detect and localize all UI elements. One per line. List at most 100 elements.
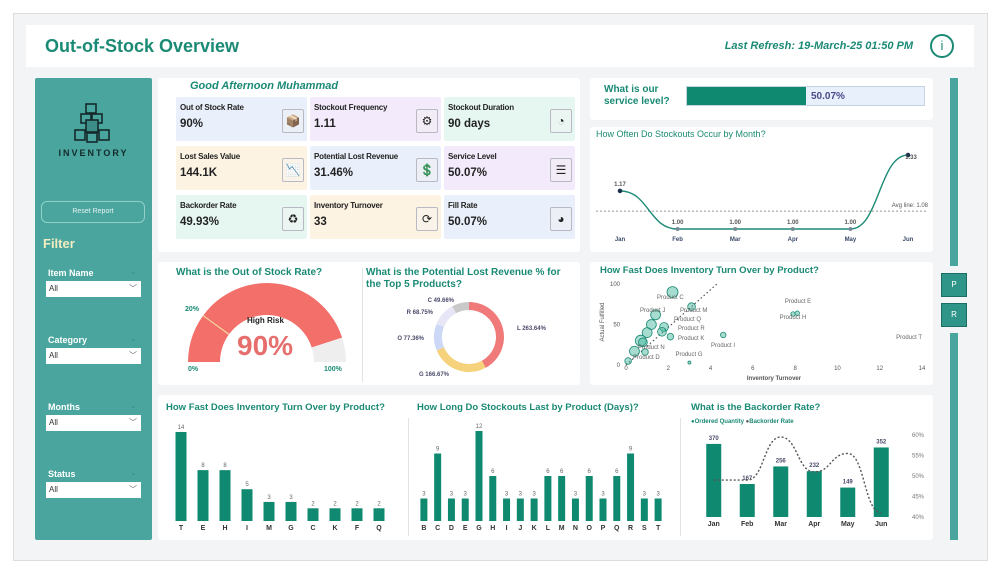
- kpi-label: Out of Stock Rate: [180, 103, 244, 112]
- line-point: [617, 188, 623, 194]
- scatter-point: [641, 348, 649, 356]
- bar: [175, 432, 187, 521]
- donut-label: G 166.67%: [419, 372, 450, 378]
- kpi-card[interactable]: Stockout Duration 90 days ◔: [444, 97, 575, 141]
- filter-value: All: [49, 351, 58, 360]
- x-tick-label: K: [532, 525, 537, 532]
- filter-status-select[interactable]: All ﹀: [46, 482, 141, 498]
- x-tick-label: S: [642, 525, 647, 532]
- gauge-min-label: 0%: [188, 366, 199, 373]
- bar-value-label: 8: [223, 463, 227, 469]
- logo-text: INVENTORY: [58, 148, 129, 158]
- sidebar: INVENTORY Reset Report Filter Item Name ⌄…: [35, 78, 152, 540]
- bar: [544, 476, 552, 521]
- kpi-card[interactable]: Potential Lost Revenue 31.46% 💲: [310, 146, 441, 190]
- bar-value-label: 2: [333, 501, 337, 507]
- x-tick-label: Feb: [672, 237, 683, 243]
- scatter-point: [624, 357, 632, 365]
- kpi-card[interactable]: Out of Stock Rate 90% 📦: [176, 97, 307, 141]
- chevron-down-icon: ﹀: [129, 418, 137, 427]
- kpi-value: 90 days: [448, 118, 491, 130]
- legend-backorder: Backorder Rate: [749, 419, 794, 425]
- scatter-title: How Fast Does Inventory Turn Over by Pro…: [600, 265, 819, 276]
- filter-category-select[interactable]: All ﹀: [46, 348, 141, 364]
- reset-report-button[interactable]: Reset Report: [41, 201, 145, 223]
- point-label: Product M: [680, 308, 707, 314]
- page-p-button[interactable]: P: [941, 273, 967, 297]
- kpi-card[interactable]: Service Level 50.07% ☰: [444, 146, 575, 190]
- bar: [475, 431, 483, 521]
- line-point: [790, 227, 795, 231]
- x-tick-label: Apr: [788, 237, 799, 243]
- x-tick-label: J: [518, 525, 522, 532]
- kpi-label: Lost Sales Value: [180, 152, 240, 161]
- kpi-label: Inventory Turnover: [314, 201, 383, 210]
- turnover-bar-title: How Fast Does Inventory Turn Over by Pro…: [166, 402, 385, 413]
- filter-label: Months: [48, 402, 80, 412]
- gauge-fill: [188, 283, 343, 362]
- x-tick-label: 10: [834, 366, 841, 372]
- info-button[interactable]: i: [930, 34, 954, 58]
- bar-value-label: 3: [656, 492, 660, 498]
- kpi-card[interactable]: Inventory Turnover 33 ⟳: [310, 195, 441, 239]
- x-tick-label: G: [476, 525, 482, 532]
- right-axis-tick: 55%: [912, 454, 925, 460]
- filter-item-name-select[interactable]: All ﹀: [46, 281, 141, 297]
- bar: [219, 470, 231, 521]
- bar-value-label: 3: [532, 492, 536, 498]
- last-refresh: Last Refresh: 19-March-25 01:50 PM: [724, 40, 913, 52]
- kpi-card[interactable]: Stockout Frequency 1.11 ⚙: [310, 97, 441, 141]
- kpi-card[interactable]: Fill Rate 50.07% ◕: [444, 195, 575, 239]
- bar-value-label: 5: [245, 482, 249, 488]
- point-label: Product J: [640, 308, 665, 314]
- scatter-point: [638, 337, 648, 348]
- scroll-strip[interactable]: [950, 333, 958, 540]
- filter-months-select[interactable]: All ﹀: [46, 415, 141, 431]
- x-tick-label: Q: [376, 525, 382, 532]
- chevron-down-icon: ⌄: [130, 468, 137, 477]
- divider: [680, 418, 681, 536]
- bar-value-label: 3: [643, 492, 647, 498]
- point-label: Product G: [675, 352, 702, 358]
- filter-label: Status: [48, 469, 76, 479]
- bar-value-label: 3: [422, 492, 426, 498]
- bar-value-label: 12: [476, 424, 483, 430]
- bar-value-label: 232: [809, 463, 820, 469]
- donut-title: What is the Potential Lost Revenue % for…: [366, 267, 561, 290]
- x-tick-label: R: [628, 525, 633, 532]
- x-tick-label: C: [435, 525, 440, 532]
- filter-label: Category: [48, 335, 88, 345]
- page-r-button[interactable]: R: [941, 303, 967, 327]
- bar: [351, 508, 363, 521]
- bar: [461, 498, 469, 521]
- x-tick-label: Jun: [903, 237, 914, 243]
- divider: [408, 418, 409, 536]
- bar: [285, 501, 297, 521]
- kpi-value: 1.11: [314, 118, 336, 130]
- y-axis-label: Actual Fulfilled: [600, 302, 606, 341]
- x-tick-label: P: [601, 525, 606, 532]
- donut-slice: [433, 323, 445, 351]
- x-tick-label: L: [546, 525, 551, 532]
- bar-value-label: 2: [355, 501, 359, 507]
- kpi-card[interactable]: Lost Sales Value 144.1K 📉: [176, 146, 307, 190]
- right-axis-tick: 60%: [912, 433, 925, 439]
- chevron-down-icon: ⌄: [130, 401, 137, 410]
- bar: [571, 498, 579, 521]
- x-tick-label: T: [656, 525, 661, 532]
- bar-value-label: 3: [267, 495, 271, 501]
- bar-value-label: 6: [491, 469, 495, 475]
- point-label: Product R: [678, 326, 705, 332]
- bar-value-label: 9: [629, 447, 633, 453]
- bar: [197, 470, 209, 521]
- chevron-down-icon: ⌄: [130, 267, 137, 276]
- point-label: Product D: [633, 355, 660, 361]
- kpi-card[interactable]: Backorder Rate 49.93% ♻: [176, 195, 307, 239]
- layers-icon: ☰: [550, 158, 572, 182]
- x-tick-label: Feb: [741, 521, 753, 528]
- x-tick-label: 2: [667, 366, 671, 372]
- scroll-strip[interactable]: [950, 78, 958, 266]
- kpi-label: Stockout Duration: [448, 103, 514, 112]
